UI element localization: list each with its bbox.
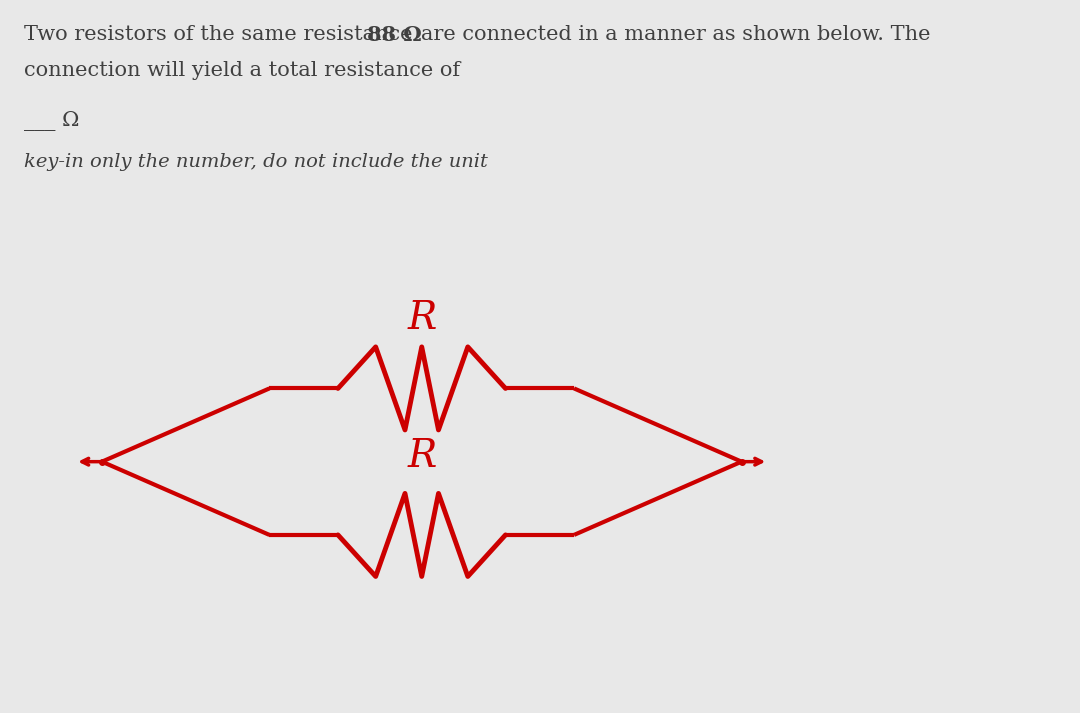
Text: 88 Ω: 88 Ω <box>367 25 422 45</box>
Text: are connected in a manner as shown below. The: are connected in a manner as shown below… <box>421 25 931 44</box>
Text: R: R <box>407 438 436 476</box>
Text: ___ Ω: ___ Ω <box>24 111 79 130</box>
Text: R: R <box>407 300 436 337</box>
Text: key-in only the number, do not include the unit: key-in only the number, do not include t… <box>24 153 488 171</box>
Text: connection will yield a total resistance of: connection will yield a total resistance… <box>24 61 460 80</box>
Text: Two resistors of the same resistance: Two resistors of the same resistance <box>24 25 419 44</box>
